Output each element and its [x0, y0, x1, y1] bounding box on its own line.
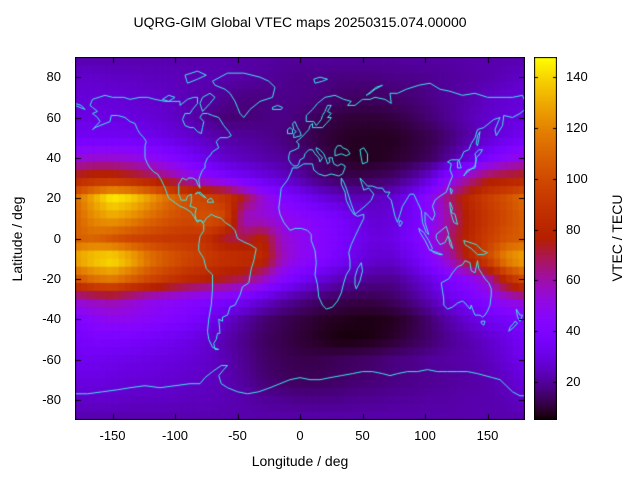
x-tick-label: 150 [476, 428, 499, 443]
y-tick-label: 40 [46, 149, 61, 165]
x-tick-label: -150 [99, 428, 126, 443]
colorbar-tick-label: 140 [566, 69, 588, 85]
y-tick-label: 20 [46, 190, 61, 206]
colorbar-tick-label: 120 [566, 120, 588, 136]
y-tick-label: -40 [42, 311, 61, 327]
colorbar-tick-label: 80 [566, 221, 581, 237]
colorbar-label: VTEC / TECU [609, 194, 625, 282]
colorbar-tick-label: 20 [566, 373, 581, 389]
y-tick-label: 80 [46, 69, 61, 85]
colorbar-canvas [534, 57, 557, 420]
x-tick-label: -100 [161, 428, 189, 443]
x-tick-label: 50 [355, 428, 370, 443]
colorbar-tick-label: 100 [566, 170, 588, 186]
y-tick-label: -20 [42, 270, 61, 286]
x-axis-label: Longitude / deg [251, 453, 349, 469]
colorbar-tick-label: 40 [566, 323, 581, 339]
chart-title: UQRG-GIM Global VTEC maps 20250315.074.0… [133, 14, 467, 30]
y-tick-label: -80 [42, 391, 61, 407]
vtec-map-canvas [75, 57, 525, 420]
y-tick-label: 60 [46, 109, 61, 125]
x-tick-label: 100 [414, 428, 436, 443]
x-tick-label: -50 [228, 428, 247, 443]
y-tick-label: -60 [42, 351, 61, 367]
x-tick-label: 0 [296, 428, 304, 443]
y-tick-label: 0 [53, 230, 61, 246]
colorbar-tick-label: 60 [566, 272, 581, 288]
